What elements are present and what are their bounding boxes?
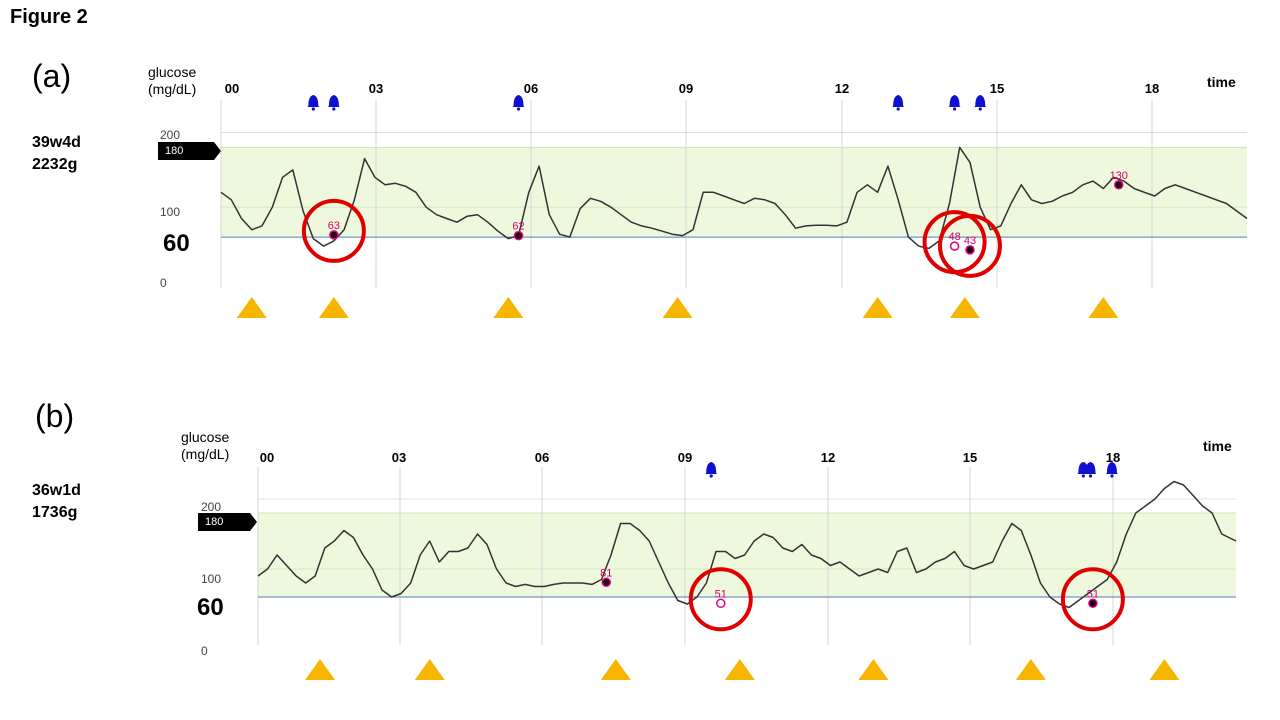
panel-a-xtick-09: 09: [678, 81, 694, 96]
panel-b-label: (b): [35, 398, 75, 434]
panel-a-ylabel: glucose (mg/dL): [148, 64, 197, 97]
panel-a-meal-triangle-icon-6: [1088, 297, 1119, 318]
figure-title: Figure 2: [10, 6, 88, 28]
panel-b-alarm-bell-clapper-3: [1110, 474, 1114, 478]
panel-a-data-label-1: 62: [512, 221, 524, 233]
panel-a-meal-triangle-icon-5: [949, 297, 980, 318]
panel-a-data-point-0: [329, 230, 339, 240]
panel-a-alarm-bell-clapper-0: [311, 107, 315, 111]
panel-a-subject: 39w4d 2232g: [32, 134, 81, 173]
panel-b-xtick-09: 09: [677, 450, 693, 465]
panel-a-target-high-badge: 180: [158, 142, 221, 160]
panel-a-label: (a): [32, 58, 72, 94]
panel-a-meal-triangle-icon-4: [862, 297, 893, 318]
panel-a-alarm-bell-icon-5: [974, 95, 987, 107]
panel-b-alarm-bell-clapper-1: [1081, 474, 1085, 478]
panel-b-alarm-bell-clapper-0: [709, 474, 713, 478]
panel-b-alarm-bell-icon-2: [1084, 462, 1097, 474]
panel-a-ytick-0: 0: [160, 276, 167, 290]
panel-b-data-point-2: [1088, 598, 1098, 609]
panel-a-meal-triangle-icon-1: [318, 297, 349, 318]
panel-b-data-label-1: 51: [715, 588, 727, 600]
panel-a-threshold-label: 60: [163, 230, 190, 257]
panel-b-meal-triangle-icon-6: [1149, 659, 1180, 680]
panel-a-meal-triangle-icon-2: [493, 297, 524, 318]
panel-b-ylabel: glucose (mg/dL): [181, 429, 230, 462]
panel-a-glucose-line: [220, 146, 1248, 250]
panel-a-ytick-200: 200: [160, 128, 181, 142]
panel-a-xtick-06: 06: [523, 81, 539, 96]
panel-b-meal-triangle-icon-2: [600, 659, 631, 680]
panel-a-meal-triangle-icon-0: [236, 297, 267, 318]
panel-b-xtick-06: 06: [534, 450, 550, 465]
panel-a-xtick-12: 12: [834, 81, 850, 96]
panel-b-highlight-circle-1: [688, 567, 753, 632]
panel-b-xtick-12: 12: [820, 450, 836, 465]
panel-b-ytick-200: 200: [201, 500, 222, 514]
panel-b-xtick-00: 00: [259, 450, 275, 465]
panel-b-meal-triangle-icon-5: [1015, 659, 1046, 680]
panel-b-meal-triangle-icon-0: [305, 659, 336, 680]
panel-a-highlight-circle-3: [937, 213, 1002, 278]
panel-b-data-label-0: 81: [600, 567, 612, 579]
panel-a-data-label-4: 130: [1110, 170, 1128, 182]
panel-a-alarm-bell-icon-1: [327, 95, 340, 107]
panel-a-xtick-03: 03: [368, 81, 384, 96]
panel-a-xtick-18: 18: [1144, 81, 1160, 96]
panel-b-alarm-bell-clapper-2: [1088, 474, 1093, 478]
panel-a-data-point-3: [965, 245, 975, 255]
panel-a-data-point-1: [513, 230, 524, 241]
panel-a-data-point-2: [949, 241, 960, 251]
panel-b-data-label-2: 51: [1087, 588, 1099, 600]
panel-a-alarm-bell-clapper-4: [952, 107, 957, 111]
panel-a-xtick-15: 15: [989, 81, 1005, 96]
panel-b-highlight-circle-2: [1060, 567, 1125, 632]
panel-b-xtick-18: 18: [1105, 450, 1121, 465]
panel-a-target-band: [221, 147, 1247, 238]
panel-a-alarm-bell-clapper-2: [516, 107, 521, 111]
panel-a-alarm-bell-clapper-1: [332, 107, 336, 111]
panel-a-xlabel: time: [1207, 74, 1236, 90]
panel-b-xlabel: time: [1203, 438, 1232, 454]
panel-a-highlight-circle-0: [301, 198, 366, 263]
panel-b-xtick-03: 03: [391, 450, 407, 465]
panel-b-alarm-bell-icon-0: [705, 462, 718, 474]
panel-b-data-point-1: [716, 598, 726, 609]
panel-a-data-label-3: 43: [964, 235, 976, 247]
panel-a-data-label-2: 48: [948, 231, 960, 243]
panel-b-ytick-100: 100: [201, 572, 222, 586]
panel-b-glucose-line: [257, 480, 1237, 609]
panel-b-ytick-0: 0: [201, 644, 208, 658]
panel-a-alarm-bell-icon-3: [892, 95, 905, 107]
panel-b-xtick-15: 15: [962, 450, 978, 465]
panel-b-meal-triangle-icon-4: [858, 659, 889, 680]
panel-b-data-point-0: [601, 577, 612, 588]
panel-a-xtick-00: 00: [224, 81, 240, 96]
panel-a-alarm-bell-icon-2: [512, 95, 525, 107]
panel-a-alarm-bell-icon-4: [948, 95, 961, 107]
panel-b-alarm-bell-icon-3: [1105, 462, 1118, 474]
panel-b-meal-triangle-icon-3: [724, 659, 755, 680]
panel-b-threshold-label: 60: [197, 594, 224, 621]
panel-a-alarm-bell-clapper-5: [978, 107, 982, 111]
panel-a-data-point-4: [1114, 180, 1124, 190]
panel-a-ytick-100: 100: [160, 205, 181, 219]
panel-a-meal-triangle-icon-3: [662, 297, 693, 318]
panel-b-meal-triangle-icon-1: [414, 659, 445, 680]
panel-a-alarm-bell-clapper-3: [896, 107, 900, 111]
panel-a-data-label-0: 63: [328, 220, 340, 232]
panel-a-alarm-bell-icon-0: [307, 95, 320, 107]
panel-b-subject: 36w1d 1736g: [32, 482, 81, 521]
panel-b-target-high-badge: 180: [198, 513, 257, 531]
